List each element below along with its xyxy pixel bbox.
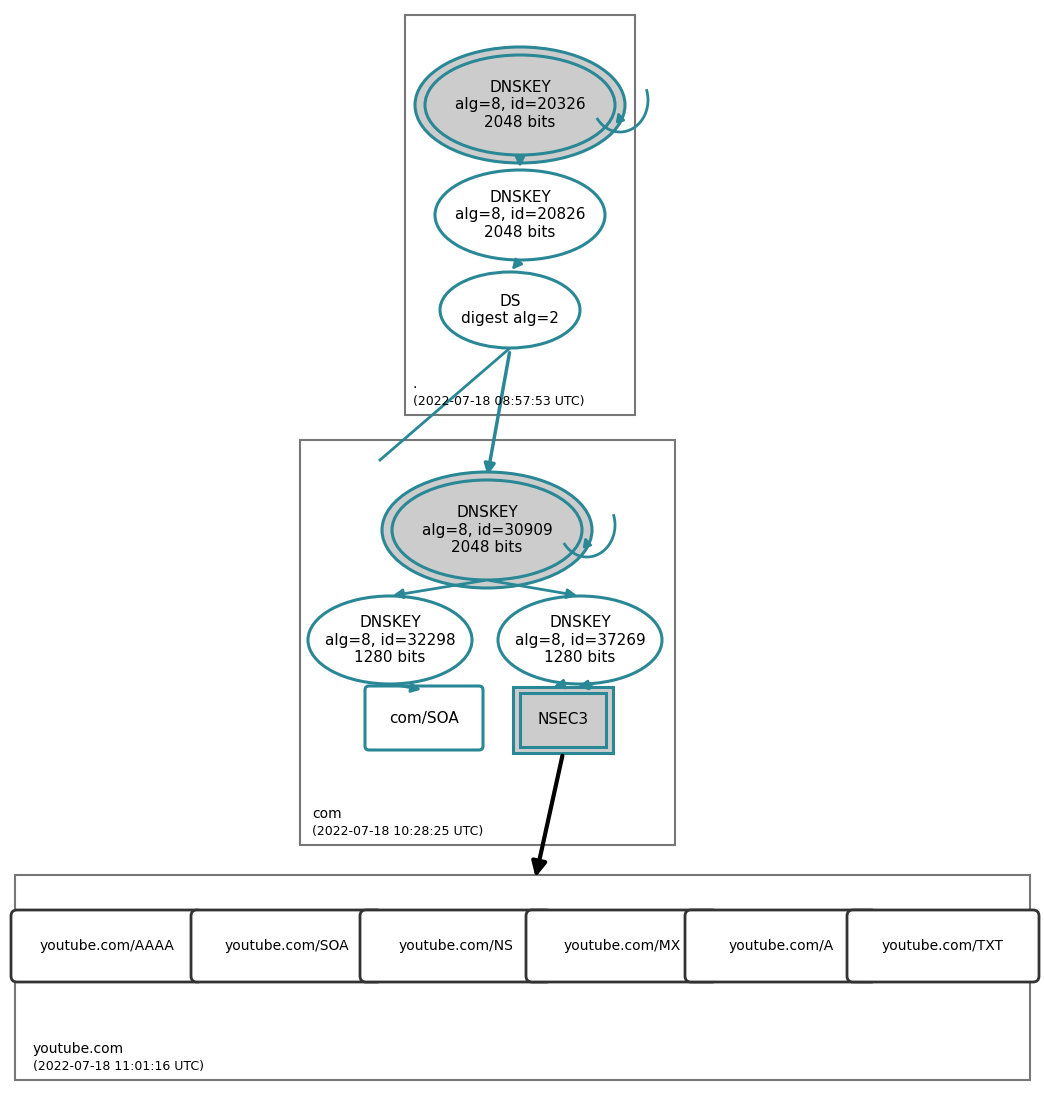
FancyBboxPatch shape [526,910,718,982]
Ellipse shape [435,170,606,260]
Ellipse shape [498,596,662,684]
FancyBboxPatch shape [360,910,552,982]
Text: .: . [413,377,418,391]
FancyBboxPatch shape [520,693,606,747]
FancyBboxPatch shape [300,440,675,845]
FancyBboxPatch shape [685,910,877,982]
Text: com: com [312,807,341,820]
Text: DNSKEY
alg=8, id=37269
1280 bits: DNSKEY alg=8, id=37269 1280 bits [515,615,645,665]
Ellipse shape [440,272,580,348]
Text: youtube.com/MX: youtube.com/MX [564,939,681,953]
Text: DNSKEY
alg=8, id=32298
1280 bits: DNSKEY alg=8, id=32298 1280 bits [325,615,455,665]
Ellipse shape [392,480,582,580]
Text: DNSKEY
alg=8, id=20326
2048 bits: DNSKEY alg=8, id=20326 2048 bits [455,80,586,130]
Text: NSEC3: NSEC3 [538,712,589,728]
Ellipse shape [308,596,472,684]
Text: (2022-07-18 08:57:53 UTC): (2022-07-18 08:57:53 UTC) [413,395,585,408]
FancyBboxPatch shape [191,910,383,982]
FancyBboxPatch shape [15,875,1030,1080]
FancyBboxPatch shape [405,15,635,415]
FancyBboxPatch shape [11,910,203,982]
Ellipse shape [382,472,592,587]
Ellipse shape [416,47,625,163]
Ellipse shape [425,55,615,155]
FancyBboxPatch shape [847,910,1039,982]
Text: DNSKEY
alg=8, id=20826
2048 bits: DNSKEY alg=8, id=20826 2048 bits [455,190,586,240]
Text: youtube.com/AAAA: youtube.com/AAAA [40,939,174,953]
Text: DS
digest alg=2: DS digest alg=2 [461,294,559,326]
Text: (2022-07-18 11:01:16 UTC): (2022-07-18 11:01:16 UTC) [33,1060,204,1073]
Text: (2022-07-18 10:28:25 UTC): (2022-07-18 10:28:25 UTC) [312,825,483,838]
Text: com/SOA: com/SOA [389,710,459,725]
Text: youtube.com/SOA: youtube.com/SOA [224,939,350,953]
Text: DNSKEY
alg=8, id=30909
2048 bits: DNSKEY alg=8, id=30909 2048 bits [422,505,552,555]
Text: youtube.com: youtube.com [33,1041,124,1056]
FancyBboxPatch shape [513,687,613,753]
Text: youtube.com/A: youtube.com/A [729,939,833,953]
Text: youtube.com/NS: youtube.com/NS [399,939,514,953]
FancyBboxPatch shape [365,686,483,750]
Text: youtube.com/TXT: youtube.com/TXT [882,939,1004,953]
